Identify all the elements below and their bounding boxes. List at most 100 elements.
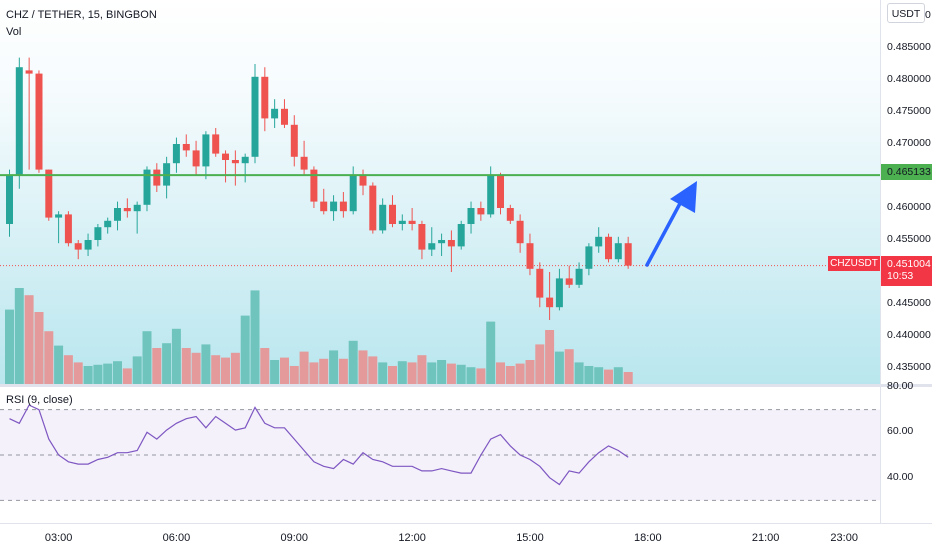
candle[interactable]: [114, 201, 121, 231]
candle[interactable]: [624, 236, 632, 269]
candle[interactable]: [389, 195, 396, 228]
price-scale[interactable]: 0.4900000.4850000.4800000.4750000.470000…: [880, 0, 932, 384]
candle[interactable]: [369, 182, 377, 234]
time-axis[interactable]: 03:00 06:00 09:00 12:00 15:00 18:00 21:00 23:00: [0, 523, 932, 550]
candle[interactable]: [516, 214, 524, 253]
volume-bar: [329, 350, 339, 384]
candle[interactable]: [379, 198, 387, 234]
candle[interactable]: [555, 268, 563, 311]
candle[interactable]: [320, 188, 328, 215]
candle-body: [546, 297, 554, 308]
candle[interactable]: [526, 233, 534, 276]
candle[interactable]: [575, 262, 583, 288]
candle[interactable]: [6, 169, 13, 237]
candle[interactable]: [143, 166, 151, 212]
candle[interactable]: [163, 156, 171, 199]
candle[interactable]: [585, 243, 593, 276]
candle[interactable]: [487, 166, 495, 218]
candle-body: [182, 144, 190, 151]
candle[interactable]: [398, 214, 406, 231]
candle[interactable]: [595, 227, 603, 253]
rsi-line[interactable]: [9, 404, 629, 486]
candle[interactable]: [45, 169, 53, 221]
volume-bar: [309, 362, 319, 384]
candle[interactable]: [153, 163, 161, 192]
candle[interactable]: [192, 140, 200, 176]
price-chart[interactable]: [0, 0, 880, 384]
candle[interactable]: [497, 172, 504, 215]
symbol-legend[interactable]: CHZ / TETHER, 15, BINGBON: [6, 9, 157, 21]
currency-badge[interactable]: USDT: [887, 3, 925, 23]
rsi-pane[interactable]: RSI (9, close): [0, 387, 880, 523]
candle[interactable]: [290, 115, 298, 167]
candle[interactable]: [457, 220, 465, 250]
candle[interactable]: [222, 150, 229, 183]
candle[interactable]: [605, 233, 612, 263]
candle[interactable]: [84, 233, 92, 256]
candle[interactable]: [614, 236, 622, 263]
candle-body: [457, 224, 465, 247]
candle[interactable]: [123, 198, 131, 218]
candle[interactable]: [241, 153, 249, 183]
candle[interactable]: [231, 150, 239, 186]
candle[interactable]: [212, 128, 220, 157]
candle[interactable]: [359, 169, 367, 196]
candle[interactable]: [261, 67, 269, 132]
candle[interactable]: [94, 224, 102, 247]
candle[interactable]: [104, 217, 112, 234]
candle[interactable]: [271, 99, 279, 128]
candle-body: [359, 176, 367, 186]
price-scale-label: 0.470000: [887, 137, 931, 149]
price-scale-label: 0.445000: [887, 297, 931, 309]
volume-bar: [446, 363, 456, 384]
candle-body: [94, 227, 102, 240]
pane-separator[interactable]: [0, 384, 932, 387]
candle[interactable]: [339, 192, 347, 218]
arrow-icon[interactable]: [645, 181, 697, 267]
candle[interactable]: [25, 57, 33, 170]
candle-body: [506, 208, 514, 221]
candle[interactable]: [133, 201, 141, 234]
candle[interactable]: [438, 233, 446, 256]
rsi-scale[interactable]: 80.00 60.00 40.00: [880, 380, 932, 523]
candle[interactable]: [467, 201, 475, 234]
candle[interactable]: [330, 195, 338, 221]
candle[interactable]: [418, 220, 426, 260]
candle[interactable]: [506, 204, 514, 224]
candle-body: [408, 220, 416, 224]
volume-legend[interactable]: Vol: [6, 26, 22, 38]
rsi-chart[interactable]: [0, 387, 880, 523]
candle[interactable]: [447, 230, 455, 272]
candle[interactable]: [477, 201, 485, 221]
rsi-legend[interactable]: RSI (9, close): [6, 394, 73, 406]
candle[interactable]: [300, 140, 308, 176]
volume-bar: [181, 348, 191, 384]
volume-bar: [211, 355, 221, 384]
candle[interactable]: [172, 137, 180, 173]
candle[interactable]: [349, 166, 357, 215]
candle[interactable]: [281, 99, 288, 128]
candle[interactable]: [251, 64, 259, 164]
volume-bar: [525, 360, 535, 384]
candle-body: [153, 169, 161, 186]
volume-bar: [270, 360, 280, 384]
volume-bar: [378, 362, 388, 384]
candle-body: [398, 220, 406, 224]
candle-body: [605, 236, 612, 260]
candle[interactable]: [202, 131, 210, 180]
candle[interactable]: [428, 227, 436, 256]
candle[interactable]: [536, 262, 544, 308]
candle[interactable]: [408, 208, 416, 231]
candle[interactable]: [15, 57, 23, 189]
candle[interactable]: [74, 240, 82, 260]
candle[interactable]: [182, 134, 190, 157]
candle[interactable]: [565, 265, 573, 288]
last-price-value: 0.451004: [887, 258, 931, 270]
candle[interactable]: [64, 211, 72, 247]
candle[interactable]: [55, 211, 63, 244]
price-pane[interactable]: CHZ / TETHER, 15, BINGBON Vol: [0, 0, 880, 384]
candle[interactable]: [310, 166, 318, 208]
volume-bar: [132, 356, 142, 384]
candle[interactable]: [546, 272, 554, 320]
candle[interactable]: [35, 70, 43, 173]
